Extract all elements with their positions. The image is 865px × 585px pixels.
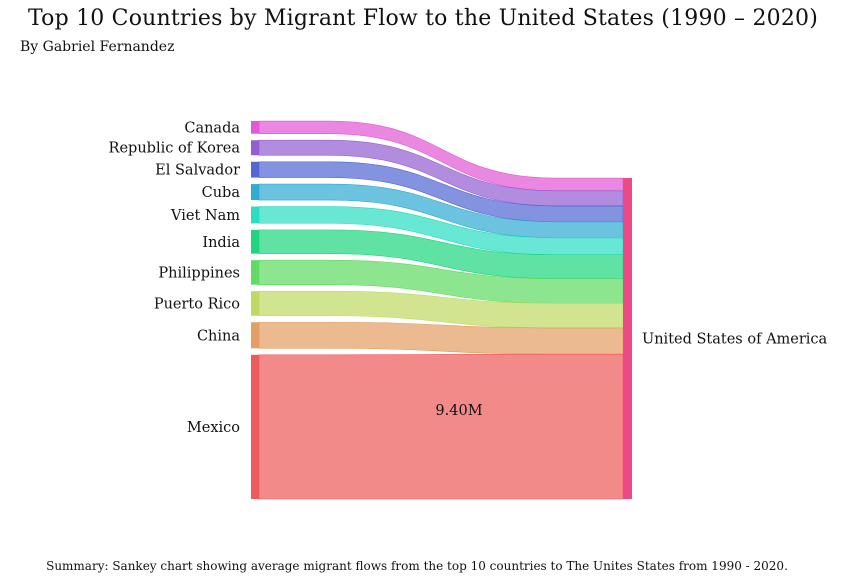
node-label-philippines: Philippines — [158, 265, 240, 281]
node-label-puerto-rico: Puerto Rico — [154, 296, 240, 312]
flow-value-label-mexico: 9.40M — [435, 403, 482, 419]
node-puerto-rico[interactable] — [251, 291, 259, 316]
node-label-republic-of-korea: Republic of Korea — [109, 141, 241, 157]
flow-canada[interactable] — [258, 120, 624, 192]
node-republic-of-korea[interactable] — [251, 140, 259, 156]
sankey-labels: Canada Republic of Korea El Salvador Cuba Vi… — [109, 120, 828, 436]
chart-summary: Summary: Sankey chart showing average mi… — [46, 559, 788, 573]
node-canada[interactable] — [251, 121, 259, 134]
node-label-india: India — [202, 235, 240, 251]
node-label-cuba: Cuba — [202, 185, 241, 201]
node-label-viet-nam: Viet Nam — [170, 208, 240, 224]
node-label-china: China — [197, 328, 240, 344]
flow-mexico[interactable] — [258, 353, 624, 500]
node-cuba[interactable] — [251, 184, 259, 201]
node-label-united-states-of-america: United States of America — [642, 332, 828, 348]
chart-title: Top 10 Countries by Migrant Flow to the … — [27, 6, 819, 31]
sankey-links — [258, 120, 624, 500]
node-el-salvador[interactable] — [251, 161, 259, 178]
node-label-el-salvador: El Salvador — [155, 163, 240, 179]
node-united-states-of-america[interactable] — [623, 178, 632, 499]
sankey-nodes — [251, 121, 632, 499]
node-label-canada: Canada — [184, 120, 240, 136]
node-china[interactable] — [251, 322, 259, 349]
node-india[interactable] — [251, 229, 259, 254]
node-viet-nam[interactable] — [251, 206, 259, 224]
chart-subtitle: By Gabriel Fernandez — [20, 39, 175, 55]
node-philippines[interactable] — [251, 260, 259, 285]
node-mexico[interactable] — [251, 354, 259, 499]
node-label-mexico: Mexico — [187, 420, 240, 436]
